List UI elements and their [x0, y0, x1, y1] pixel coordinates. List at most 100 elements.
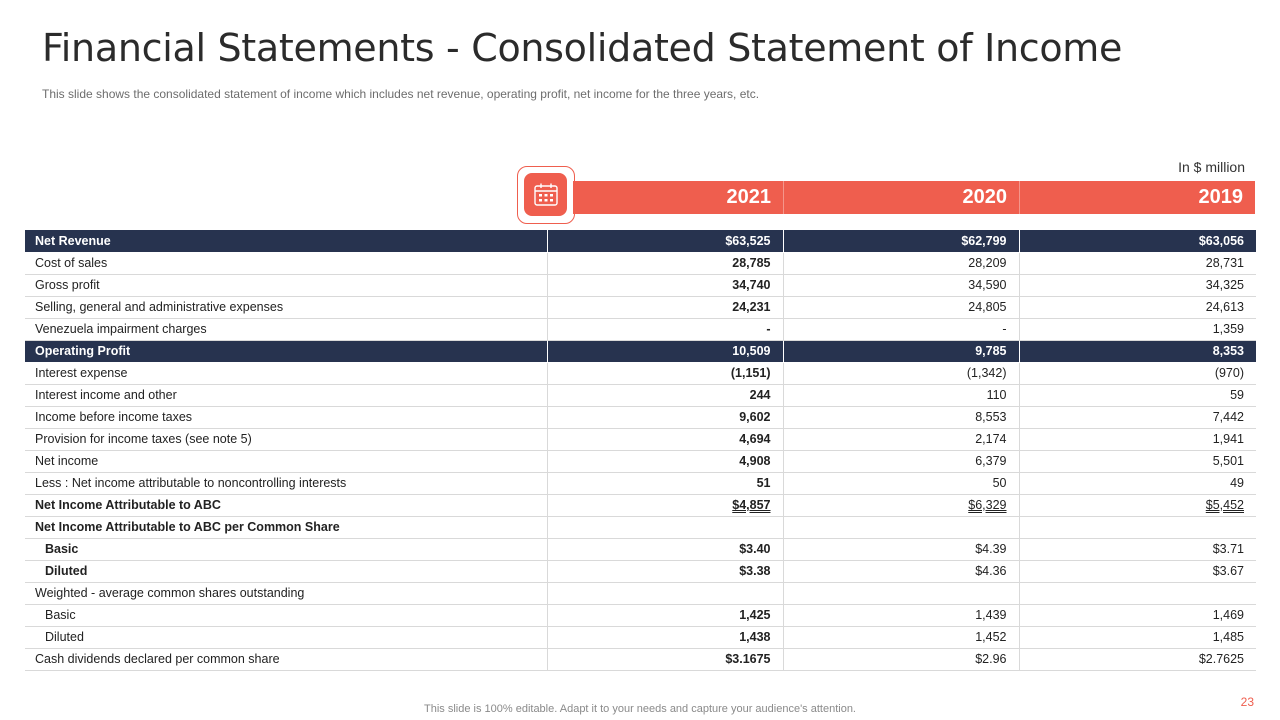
year-header-bar: 2021 2020 2019	[573, 181, 1255, 214]
units-label: In $ million	[1178, 159, 1245, 175]
value-2020: $2.96	[782, 648, 1019, 671]
value-2019: $3.71	[1018, 538, 1256, 561]
value-2019: 1,469	[1018, 604, 1256, 627]
row-label: Cash dividends declared per common share	[25, 648, 547, 671]
table-row: Net Income Attributable to ABC $4,857 $6…	[25, 494, 1256, 517]
row-label: Interest income and other	[25, 384, 547, 407]
table-row: Interest income and other 244 110 59	[25, 384, 1256, 407]
table-row-operating-profit: Operating Profit 10,509 9,785 8,353	[25, 340, 1256, 363]
row-label: Basic	[25, 538, 547, 561]
value-2021	[546, 516, 783, 539]
value-2021: 10,509	[546, 340, 783, 363]
table-row: Cash dividends declared per common share…	[25, 648, 1256, 671]
table-row: Diluted $3.38 $4.36 $3.67	[25, 560, 1256, 583]
value-2021: 24,231	[546, 296, 783, 319]
value-2019: $5,452	[1018, 494, 1256, 517]
value-text: $6,329	[968, 498, 1007, 512]
value-2019: 24,613	[1018, 296, 1256, 319]
value-2019: 34,325	[1018, 274, 1256, 297]
calendar-icon	[524, 173, 567, 216]
value-2021: 1,425	[546, 604, 783, 627]
income-statement-table: Net Revenue $63,525 $62,799 $63,056 Cost…	[25, 230, 1256, 671]
row-label: Income before income taxes	[25, 406, 547, 429]
table-row: Basic $3.40 $4.39 $3.71	[25, 538, 1256, 561]
value-2020: 1,452	[782, 626, 1019, 649]
value-text: $5,452	[1205, 498, 1244, 512]
value-2019: (970)	[1018, 362, 1256, 385]
row-label: Interest expense	[25, 362, 547, 385]
value-2021: 1,438	[546, 626, 783, 649]
value-2019: $2.7625	[1018, 648, 1256, 671]
value-2021: $3.1675	[546, 648, 783, 671]
value-2021: -	[546, 318, 783, 341]
value-2020: 6,379	[782, 450, 1019, 473]
row-label: Diluted	[25, 626, 547, 649]
row-label: Gross profit	[25, 274, 547, 297]
value-2020: 2,174	[782, 428, 1019, 451]
year-2020-header: 2020	[783, 181, 1019, 214]
value-2020: $4.39	[782, 538, 1019, 561]
value-2020: 28,209	[782, 252, 1019, 275]
table-row: Basic 1,425 1,439 1,469	[25, 604, 1256, 627]
row-label: Net Revenue	[25, 230, 547, 253]
table-row: Venezuela impairment charges - - 1,359	[25, 318, 1256, 341]
value-2020: 50	[782, 472, 1019, 495]
table-row: Less : Net income attributable to noncon…	[25, 472, 1256, 495]
value-2019: 49	[1018, 472, 1256, 495]
page-number: 23	[1240, 695, 1254, 709]
table-row: Diluted 1,438 1,452 1,485	[25, 626, 1256, 649]
value-2021: $3.40	[546, 538, 783, 561]
row-label: Diluted	[25, 560, 547, 583]
row-label: Cost of sales	[25, 252, 547, 275]
table-row: Provision for income taxes (see note 5) …	[25, 428, 1256, 451]
value-2021: 244	[546, 384, 783, 407]
slide-subtitle: This slide shows the consolidated statem…	[42, 87, 760, 101]
value-2019: 1,359	[1018, 318, 1256, 341]
value-2019: 28,731	[1018, 252, 1256, 275]
row-label: Operating Profit	[25, 340, 547, 363]
year-2019-header: 2019	[1019, 181, 1255, 214]
value-2021: 4,694	[546, 428, 783, 451]
value-2020: 24,805	[782, 296, 1019, 319]
value-text: $4,857	[732, 498, 771, 512]
table-row: Interest expense (1,151) (1,342) (970)	[25, 362, 1256, 385]
row-label: Basic	[25, 604, 547, 627]
value-2020: 34,590	[782, 274, 1019, 297]
value-2019: $63,056	[1018, 230, 1256, 253]
row-label: Weighted - average common shares outstan…	[25, 582, 547, 605]
slide-title: Financial Statements - Consolidated Stat…	[42, 26, 1123, 70]
row-label: Net Income Attributable to ABC per Commo…	[25, 516, 547, 539]
value-2020: $62,799	[782, 230, 1019, 253]
table-row: Weighted - average common shares outstan…	[25, 582, 1256, 605]
value-2020: (1,342)	[782, 362, 1019, 385]
value-2019	[1018, 582, 1256, 605]
value-2021: $4,857	[546, 494, 783, 517]
row-label: Net Income Attributable to ABC	[25, 494, 547, 517]
value-2021	[546, 582, 783, 605]
table-row-net-revenue: Net Revenue $63,525 $62,799 $63,056	[25, 230, 1256, 253]
value-2019	[1018, 516, 1256, 539]
value-2019: 59	[1018, 384, 1256, 407]
value-2020: 110	[782, 384, 1019, 407]
row-label: Provision for income taxes (see note 5)	[25, 428, 547, 451]
footer-note: This slide is 100% editable. Adapt it to…	[424, 703, 856, 715]
value-2020: $4.36	[782, 560, 1019, 583]
value-2021: $63,525	[546, 230, 783, 253]
value-2019: $3.67	[1018, 560, 1256, 583]
value-2021: (1,151)	[546, 362, 783, 385]
row-label: Net income	[25, 450, 547, 473]
value-2020	[782, 582, 1019, 605]
value-2020: 9,785	[782, 340, 1019, 363]
value-2021: 51	[546, 472, 783, 495]
value-2021: 4,908	[546, 450, 783, 473]
value-2019: 8,353	[1018, 340, 1256, 363]
row-label: Venezuela impairment charges	[25, 318, 547, 341]
value-2021: $3.38	[546, 560, 783, 583]
value-2019: 5,501	[1018, 450, 1256, 473]
value-2019: 1,485	[1018, 626, 1256, 649]
value-2020	[782, 516, 1019, 539]
table-row: Gross profit 34,740 34,590 34,325	[25, 274, 1256, 297]
table-row: Selling, general and administrative expe…	[25, 296, 1256, 319]
value-2020: -	[782, 318, 1019, 341]
value-2020: $6,329	[782, 494, 1019, 517]
